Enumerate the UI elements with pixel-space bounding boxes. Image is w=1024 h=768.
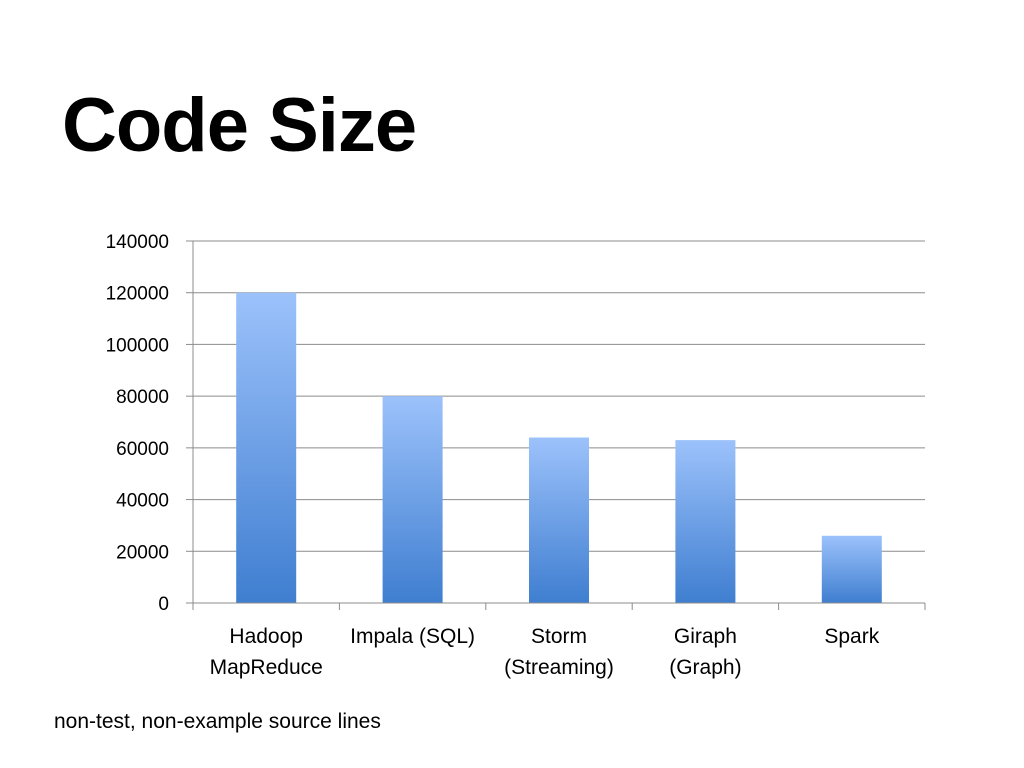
y-tick-label: 0 xyxy=(158,594,169,615)
x-tick-label-line: (Streaming) xyxy=(504,656,614,679)
x-tick-label: Giraph (Graph) xyxy=(669,625,741,679)
x-tick-label-line: Hadoop xyxy=(229,625,303,648)
x-tick-label-line: Spark xyxy=(824,625,879,648)
y-tick-label: 60000 xyxy=(116,439,169,460)
bar xyxy=(821,535,882,603)
slide-title: Code Size xyxy=(62,83,417,168)
y-tick-label: 120000 xyxy=(106,284,169,305)
bar xyxy=(236,292,297,603)
x-tick-label-line: (Graph) xyxy=(669,656,741,679)
bar xyxy=(675,440,736,603)
y-tick-label: 80000 xyxy=(116,387,169,408)
x-tick-label-line: Impala (SQL) xyxy=(350,625,475,648)
x-tick-label: Hadoop MapReduce xyxy=(210,625,323,679)
x-axis-tick-labels: Hadoop MapReduce Impala (SQL) Storm (Streami… xyxy=(210,625,880,679)
x-tick-label: Storm (Streaming) xyxy=(504,625,614,679)
y-axis-tick-labels: 0 20000 40000 60000 80000 100000 120000 140000 xyxy=(106,232,169,615)
bars xyxy=(236,292,882,603)
y-tick-label: 20000 xyxy=(116,542,169,563)
x-tick-label: Impala (SQL) xyxy=(350,625,475,648)
x-tick-label-line: MapReduce xyxy=(210,656,323,679)
y-tick-label: 140000 xyxy=(106,232,169,253)
y-tick-label: 40000 xyxy=(116,491,169,512)
axes xyxy=(192,241,926,610)
bar xyxy=(382,396,443,603)
x-tick-label: Spark xyxy=(824,625,879,648)
footnote: non-test, non-example source lines xyxy=(54,710,381,733)
bar xyxy=(529,437,589,603)
x-tick-label-line: Storm xyxy=(531,625,587,648)
y-tick-label: 100000 xyxy=(106,335,169,356)
x-tick-label-line: Giraph xyxy=(674,625,737,648)
